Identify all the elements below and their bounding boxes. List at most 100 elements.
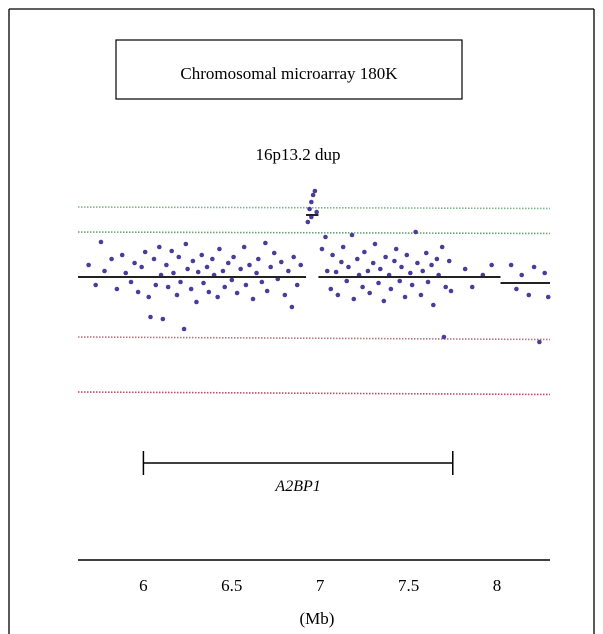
- data-point: [231, 254, 236, 260]
- data-point: [250, 296, 256, 302]
- data-point: [146, 294, 152, 300]
- data-point: [98, 239, 104, 245]
- data-point: [420, 268, 426, 274]
- data-point: [201, 280, 206, 286]
- data-point: [229, 277, 235, 283]
- data-point: [362, 249, 367, 255]
- data-point: [413, 229, 418, 235]
- data-point: [291, 254, 296, 260]
- data-point: [93, 282, 98, 288]
- data-point: [206, 289, 212, 295]
- data-point: [142, 249, 148, 255]
- data-point: [328, 286, 334, 292]
- x-tick-label: 6.5: [221, 576, 242, 595]
- x-tick-label: 8: [493, 576, 502, 595]
- data-point: [289, 304, 295, 310]
- x-tick-label: 6: [139, 576, 148, 595]
- data-point: [335, 292, 341, 298]
- data-point: [109, 256, 114, 262]
- data-point: [314, 209, 319, 215]
- data-point: [210, 256, 215, 262]
- data-point: [222, 284, 228, 290]
- data-point: [294, 282, 300, 288]
- x-tick-label: 7: [316, 576, 325, 595]
- data-point: [278, 259, 284, 265]
- data-point: [370, 260, 376, 266]
- data-point: [339, 259, 344, 265]
- data-point: [323, 234, 328, 240]
- data-point: [160, 316, 166, 322]
- data-point: [439, 244, 445, 250]
- data-point: [190, 258, 196, 264]
- data-point: [254, 270, 259, 276]
- data-point: [247, 262, 252, 268]
- data-point: [178, 279, 183, 285]
- data-point: [181, 326, 187, 332]
- data-point: [310, 192, 316, 198]
- data-point: [128, 279, 134, 285]
- data-point: [259, 279, 265, 285]
- data-point: [404, 252, 410, 258]
- data-point: [489, 262, 494, 268]
- data-point: [418, 292, 424, 298]
- data-point: [188, 286, 194, 292]
- data-point: [425, 279, 431, 285]
- data-point: [340, 244, 346, 250]
- data-point: [135, 289, 141, 295]
- data-point: [429, 262, 434, 268]
- data-point: [324, 268, 330, 274]
- reference-lines: [77, 206, 551, 396]
- data-point: [542, 270, 547, 276]
- data-point: [423, 250, 429, 256]
- title-box: [115, 39, 463, 100]
- data-point: [165, 284, 171, 290]
- data-point: [441, 334, 447, 340]
- data-point: [217, 246, 222, 252]
- data-point: [545, 294, 551, 300]
- data-point: [346, 264, 351, 270]
- data-point: [307, 206, 312, 212]
- data-point: [263, 240, 268, 246]
- data-point: [508, 262, 514, 268]
- data-points: [86, 188, 551, 345]
- data-point: [365, 268, 371, 274]
- data-point: [86, 262, 91, 268]
- reference-line: [77, 206, 551, 210]
- data-point: [392, 258, 397, 264]
- data-point: [446, 258, 452, 264]
- data-point: [388, 286, 394, 292]
- data-point: [431, 302, 436, 308]
- data-point: [377, 266, 383, 272]
- data-point: [194, 299, 199, 305]
- data-point: [383, 254, 388, 260]
- data-point: [519, 272, 525, 278]
- data-point: [393, 246, 399, 252]
- data-point: [176, 254, 182, 260]
- data-point: [183, 241, 189, 247]
- data-point: [397, 278, 403, 284]
- data-point: [241, 244, 247, 250]
- data-point: [399, 264, 404, 270]
- data-point: [443, 284, 449, 290]
- gene-region-bracket: A2BP1: [142, 451, 454, 495]
- gene-label: A2BP1: [274, 478, 320, 495]
- x-tick-label: 7.5: [398, 576, 419, 595]
- data-point: [526, 292, 532, 298]
- data-point: [462, 266, 468, 272]
- data-point: [298, 262, 304, 268]
- reference-line: [77, 231, 551, 235]
- data-point: [153, 282, 159, 288]
- data-point: [243, 282, 249, 288]
- data-point: [355, 256, 360, 262]
- data-point: [319, 246, 325, 252]
- reference-line: [77, 391, 551, 396]
- data-point: [234, 290, 240, 296]
- x-axis-label: (Mb): [300, 609, 335, 628]
- data-point: [333, 269, 339, 275]
- data-point: [174, 292, 180, 298]
- data-point: [220, 268, 226, 274]
- data-point: [409, 282, 415, 288]
- data-point: [169, 248, 174, 254]
- data-point: [376, 280, 381, 286]
- chart-title: Chromosomal microarray 180K: [180, 64, 398, 83]
